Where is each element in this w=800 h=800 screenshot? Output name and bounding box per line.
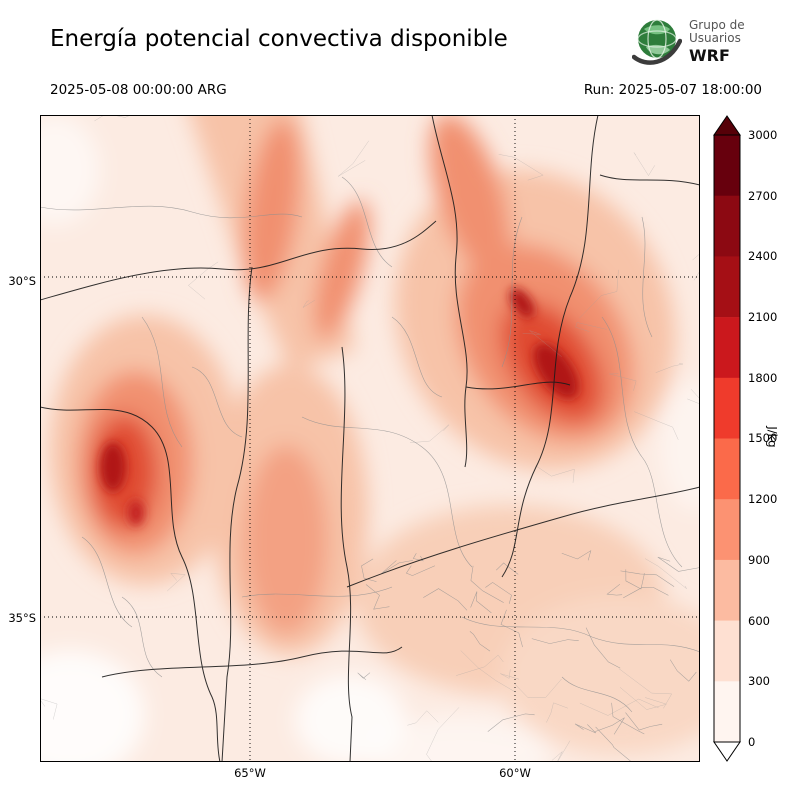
valid-datetime: 2025-05-08 00:00:00 ARG <box>50 82 227 98</box>
logo-line3: WRF <box>689 46 730 66</box>
colorbar-tick: 300 <box>748 674 770 688</box>
lat-label-30s: 30°S <box>8 274 36 288</box>
wrf-logo: Grupo de Usuarios WRF <box>632 12 798 72</box>
colorbar-segment <box>714 377 740 439</box>
colorbar-tick: 600 <box>748 614 770 628</box>
colorbar-segment <box>714 620 740 682</box>
lon-label-60w: 60°W <box>499 766 531 780</box>
colorbar-segment <box>714 499 740 561</box>
colorbar-tick: 1200 <box>748 492 778 506</box>
colorbar-tick: 2700 <box>748 189 778 203</box>
colorbar-segment <box>714 135 740 196</box>
lat-label-35s: 35°S <box>8 611 36 625</box>
colorbar-arrow-under <box>713 741 741 762</box>
cape-map <box>40 115 700 762</box>
municipal-mesh <box>40 115 700 762</box>
colorbar-graphic <box>713 115 741 762</box>
colorbar-tick: 1800 <box>748 371 778 385</box>
run-datetime: Run: 2025-05-07 18:00:00 <box>583 82 762 98</box>
colorbar-tick: 2100 <box>748 310 778 324</box>
colorbar-arrow-over <box>713 115 741 136</box>
department-borders <box>40 176 700 713</box>
subheader: 2025-05-08 00:00:00 ARG Run: 2025-05-07 … <box>50 82 762 98</box>
colorbar-tick: 0 <box>748 735 756 749</box>
province-borders <box>40 115 700 762</box>
logo-text: Grupo de Usuarios WRF <box>689 17 745 66</box>
colorbar-tick: 1500 <box>748 431 778 445</box>
logo-line2: Usuarios <box>689 31 741 46</box>
colorbar-tick: 2400 <box>748 249 778 263</box>
colorbar-segment <box>714 681 740 742</box>
colorbar-segment <box>714 559 740 621</box>
colorbar-segment <box>714 438 740 500</box>
colorbar-tick: 900 <box>748 553 770 567</box>
buenosaires-district-mesh <box>357 550 700 762</box>
cape-shading-cores <box>100 288 579 526</box>
colorbar-segment <box>714 317 740 379</box>
colorbar <box>712 115 742 763</box>
colorbar-tick: 3000 <box>748 128 778 142</box>
map-border <box>40 115 700 762</box>
page-title: Energía potencial convectiva disponible <box>50 26 508 52</box>
logo-line1: Grupo de <box>689 17 745 32</box>
globe-icon <box>632 19 682 65</box>
colorbar-unit-label: J/kg <box>765 426 780 448</box>
map-canvas <box>40 115 700 762</box>
colorbar-segment <box>714 195 740 257</box>
lon-label-65w: 65°W <box>234 766 266 780</box>
colorbar-segment <box>714 256 740 318</box>
